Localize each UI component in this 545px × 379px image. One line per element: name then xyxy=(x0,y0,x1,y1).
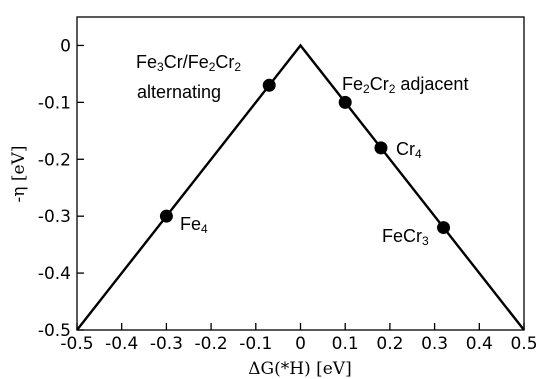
x-tick-label: 0.2 xyxy=(376,334,403,354)
data-point xyxy=(159,209,173,223)
x-tick-label: 0.3 xyxy=(421,334,448,354)
x-tick-label: 0.5 xyxy=(510,334,537,354)
y-tick-label: 0 xyxy=(60,36,71,56)
y-tick-label: -0.1 xyxy=(38,93,71,113)
x-axis-title: ΔG(*H) [eV] xyxy=(248,359,351,379)
y-axis-ticks: 0 -0.1 -0.2 -0.3 -0.4 -0.5 xyxy=(38,36,84,341)
y-axis-title: -η [eV] xyxy=(9,146,29,203)
point-label-cr4: Cr4 xyxy=(396,139,422,161)
x-tick-label: 0 xyxy=(295,334,306,354)
x-tick-label: -0.3 xyxy=(150,334,183,354)
data-point xyxy=(338,95,352,109)
point-label-fe2cr2-adjacent: Fe2Cr2 adjacent xyxy=(342,74,468,96)
x-tick-label: 0.1 xyxy=(332,334,359,354)
point-label-fe3cr-fe2cr2-alternating: Fe3Cr/Fe2Cr2 xyxy=(136,52,241,74)
x-tick-label: -0.4 xyxy=(105,334,138,354)
data-point xyxy=(374,141,388,155)
data-point xyxy=(262,78,276,92)
point-label-fecr3: FeCr3 xyxy=(382,226,429,248)
point-label-fe4: Fe4 xyxy=(180,214,208,236)
point-label-alternating: alternating xyxy=(137,82,221,102)
y-tick-label: -0.4 xyxy=(38,264,71,284)
data-point xyxy=(437,221,451,235)
data-points xyxy=(159,78,451,235)
x-axis-ticks: -0.5 -0.4 -0.3 -0.2 -0.1 0 0.1 0.2 0.3 0.4 0.5 xyxy=(60,323,538,354)
y-tick-label: -0.2 xyxy=(38,150,71,170)
y-tick-label: -0.5 xyxy=(38,321,71,341)
x-tick-label: -0.1 xyxy=(239,334,272,354)
y-tick-label: -0.3 xyxy=(38,207,71,227)
volcano-line xyxy=(76,43,525,331)
x-tick-label: -0.5 xyxy=(60,334,93,354)
x-tick-label: -0.2 xyxy=(195,334,228,354)
x-tick-label: 0.4 xyxy=(466,334,493,354)
